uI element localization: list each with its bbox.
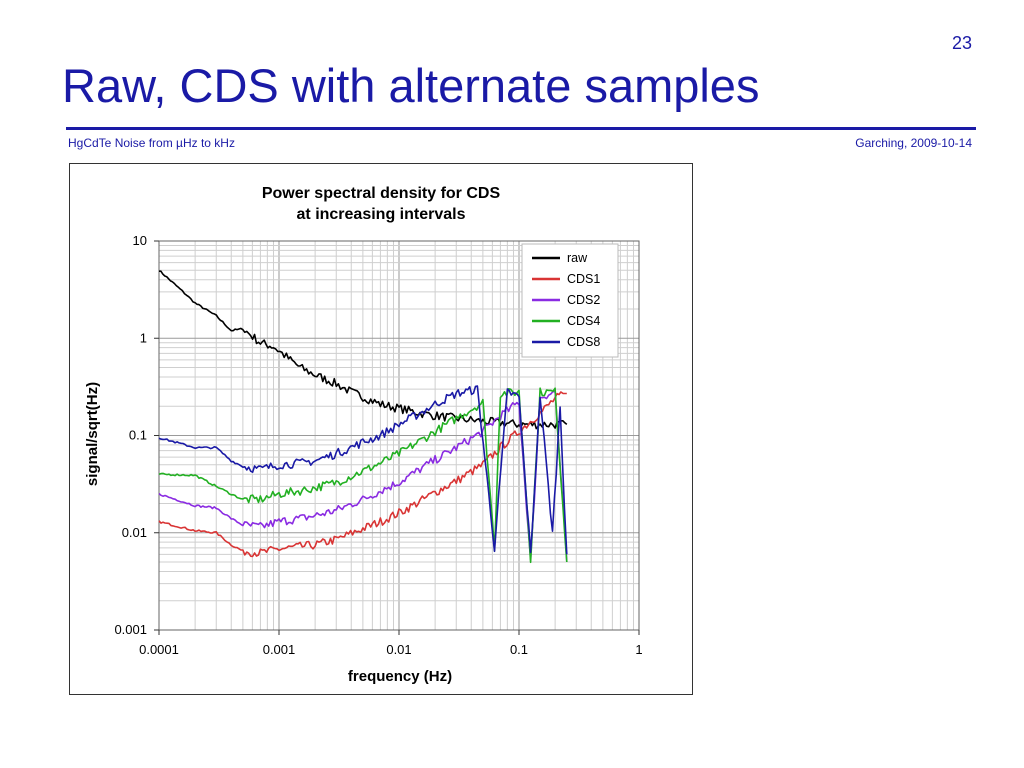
y-tick-label: 0.1 xyxy=(129,428,147,443)
y-tick-label: 1 xyxy=(140,330,147,345)
x-tick-label: 0.001 xyxy=(263,642,296,657)
legend-label: CDS1 xyxy=(567,272,600,286)
chart-frame: 0.0001 0.001 0.01 0.1 1 0.001 0.01 0.1 1 10 raw CD… xyxy=(69,163,693,695)
slide-number: 23 xyxy=(951,33,972,53)
title-divider xyxy=(66,127,976,130)
slide-title: Raw, CDS with alternate samples xyxy=(62,59,760,112)
series-layer xyxy=(158,270,568,564)
legend-label: raw xyxy=(567,251,588,265)
legend-label: CDS4 xyxy=(567,314,600,328)
y-axis-label: signal/sqrt(Hz) xyxy=(84,382,101,486)
x-tick-label: 0.1 xyxy=(510,642,528,657)
series-line-cds2 xyxy=(158,390,568,563)
y-tick-label: 0.001 xyxy=(114,622,147,637)
grid-layer xyxy=(158,241,639,631)
psd-chart: 0.0001 0.001 0.01 0.1 1 0.001 0.01 0.1 1 10 raw CD… xyxy=(84,185,643,685)
axes-layer: 0.0001 0.001 0.01 0.1 1 0.001 0.01 0.1 1 10 xyxy=(114,233,642,657)
x-axis-label: frequency (Hz) xyxy=(348,668,452,685)
chart-title: Power spectral density for CDS xyxy=(262,185,501,202)
x-tick-label: 1 xyxy=(635,642,642,657)
footer-left-text: HgCdTe Noise from µHz to kHz xyxy=(68,136,235,150)
footer-right-text: Garching, 2009-10-14 xyxy=(855,136,972,150)
y-tick-label: 0.01 xyxy=(122,525,147,540)
legend-label: CDS2 xyxy=(567,293,600,307)
chart-subtitle: at increasing intervals xyxy=(297,206,466,223)
x-tick-label: 0.01 xyxy=(386,642,411,657)
legend-layer: raw CDS1 CDS2 CDS4 CDS8 xyxy=(521,243,619,358)
y-tick-label: 10 xyxy=(133,233,147,248)
legend-label: CDS8 xyxy=(567,335,600,349)
series-line-cds4 xyxy=(158,387,568,564)
x-tick-label: 0.0001 xyxy=(139,642,179,657)
series-line-cds8 xyxy=(158,385,568,555)
